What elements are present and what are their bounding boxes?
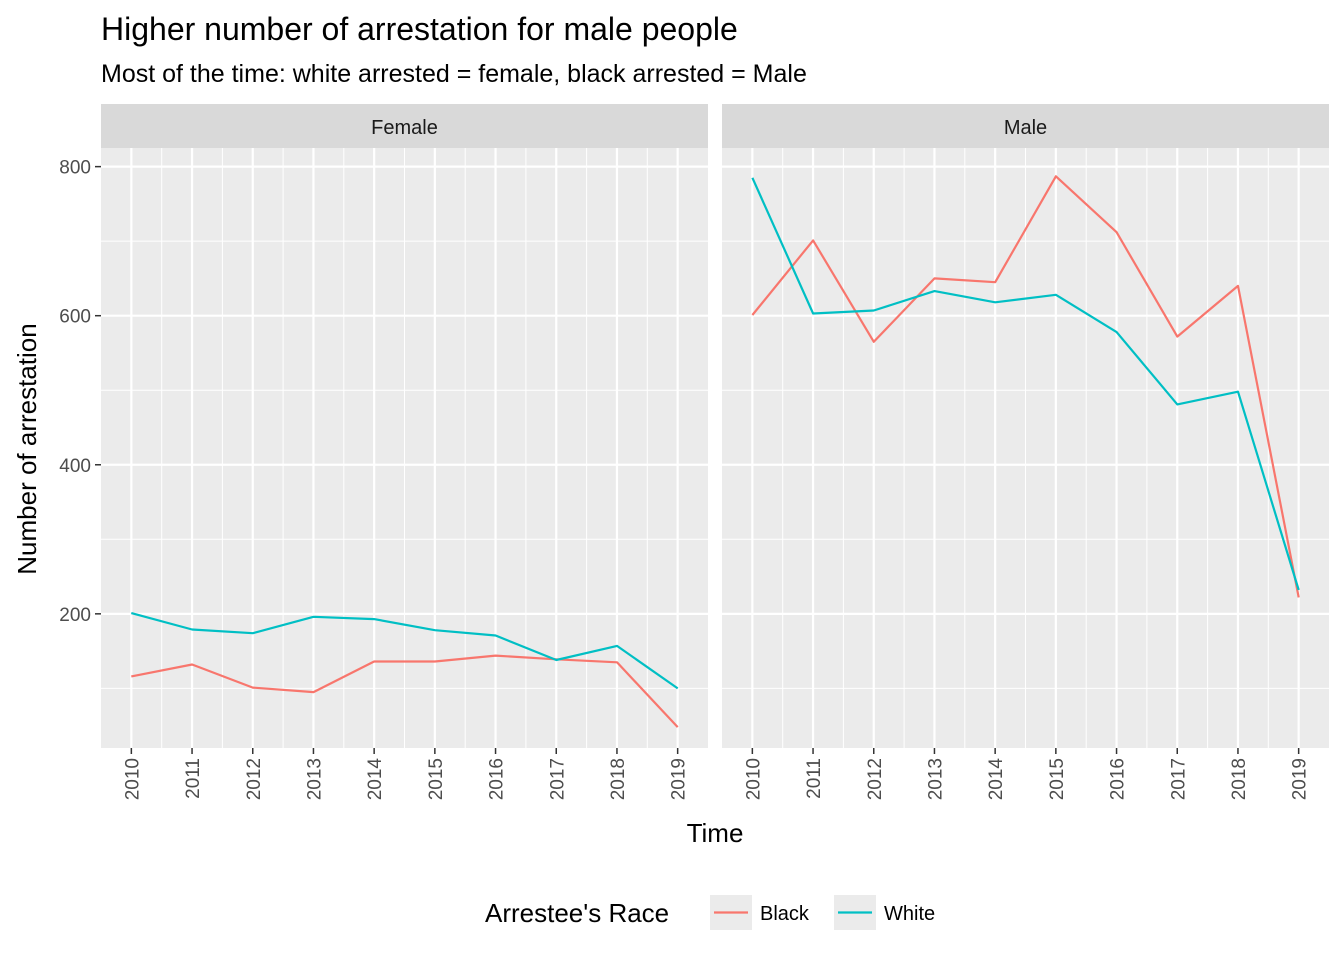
x-tick-label: 2010 — [743, 758, 764, 800]
x-tick-label: 2015 — [426, 758, 447, 800]
x-tick-label: 2016 — [1108, 758, 1129, 800]
y-tick-label: 400 — [59, 456, 91, 477]
facet-strip — [101, 104, 708, 148]
facet-strip-label: Male — [1004, 117, 1047, 139]
x-tick-label: 2019 — [1290, 758, 1311, 800]
x-axis-title: Time — [687, 818, 744, 848]
facet-strip-label: Female — [371, 117, 438, 139]
chart-subtitle: Most of the time: white arrested = femal… — [101, 60, 807, 88]
y-tick-label: 200 — [59, 605, 91, 626]
x-tick-label: 2017 — [1168, 758, 1189, 800]
x-tick-label: 2012 — [865, 758, 886, 800]
series-line-white — [131, 612, 679, 690]
facet-strip — [722, 104, 1329, 148]
x-tick-label: 2013 — [304, 758, 325, 800]
legend-item-black: Black — [710, 895, 810, 930]
x-tick-label: 2019 — [669, 758, 690, 800]
x-tick-label: 2013 — [925, 758, 946, 800]
facet-panels: Female 2010 2011 2012 2013 2014 2015 2016 2017 20… — [59, 104, 1329, 800]
x-tick-label: 2011 — [804, 758, 825, 799]
series-line-black — [131, 654, 679, 728]
x-tick-label: 2015 — [1047, 758, 1068, 800]
y-tick-label: 600 — [59, 307, 91, 328]
x-tick-label: 2010 — [122, 758, 143, 800]
legend-title: Arrestee's Race — [485, 898, 669, 928]
y-axis-title: Number of arrestation — [12, 323, 42, 574]
y-tick-label: 800 — [59, 158, 91, 179]
x-tick-label: 2018 — [1229, 758, 1250, 800]
legend-item-white: White — [834, 895, 935, 930]
x-tick-label: 2018 — [608, 758, 629, 800]
series-line-white — [751, 177, 1300, 591]
x-tick-label: 2011 — [183, 758, 204, 799]
x-tick-label: 2017 — [547, 758, 568, 800]
x-tick-label: 2016 — [487, 758, 508, 800]
legend: Arrestee's Race Black White — [485, 895, 935, 930]
series-line-black — [751, 175, 1300, 598]
x-tick-label: 2014 — [365, 758, 386, 801]
legend-label: White — [884, 903, 935, 925]
legend-label: Black — [760, 903, 810, 925]
facet-panel-male: Male 2010 2011 2012 2013 2014 2015 2016 2017 2018… — [722, 104, 1329, 800]
facet-panel-female: Female 2010 2011 2012 2013 2014 2015 2016 2017 20… — [59, 104, 708, 800]
x-tick-label: 2014 — [986, 758, 1007, 801]
chart-title: Higher number of arrestation for male pe… — [101, 11, 738, 47]
x-tick-label: 2012 — [244, 758, 265, 800]
